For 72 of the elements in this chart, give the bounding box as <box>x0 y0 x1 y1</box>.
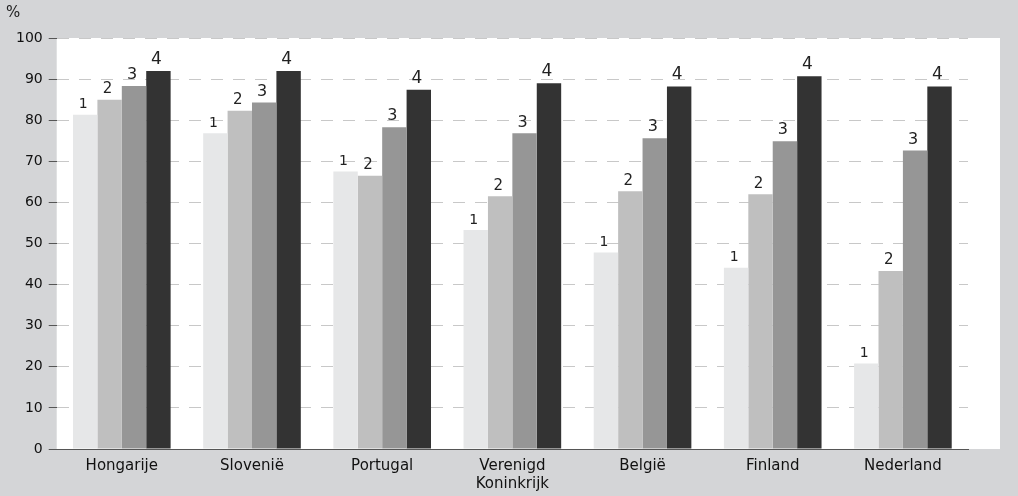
text: 4 <box>541 60 553 81</box>
y-tick-label: 0 <box>33 439 43 456</box>
text: 2 <box>233 90 243 109</box>
bar <box>797 76 822 449</box>
text: 1 <box>729 248 739 265</box>
x-tick-label: Nederland <box>864 455 942 474</box>
y-tick-label: 70 <box>24 151 43 168</box>
x-tick-label: Slovenië <box>220 455 284 474</box>
bar <box>854 363 879 449</box>
y-tick-label: 50 <box>24 234 43 251</box>
text: 3 <box>777 119 789 139</box>
bar <box>723 267 749 449</box>
text: 4 <box>801 53 813 74</box>
text: 4 <box>671 63 683 84</box>
bar <box>276 70 301 449</box>
text: 1 <box>859 344 869 361</box>
y-tick-label: 90 <box>24 69 43 86</box>
x-tick-label: Hongarije <box>85 455 159 474</box>
text: 1 <box>599 233 609 250</box>
bar <box>227 110 252 449</box>
text: 4 <box>281 47 293 68</box>
bar <box>463 229 488 449</box>
bar <box>772 141 798 449</box>
text: 2 <box>753 173 764 192</box>
category-label: Verenigd <box>479 455 546 474</box>
text: 2 <box>102 79 113 98</box>
text: 2 <box>493 175 503 194</box>
x-tick-label: Finland <box>745 455 800 474</box>
bar <box>73 114 98 449</box>
y-tick-label: 10 <box>24 398 43 415</box>
bar <box>252 102 277 449</box>
series-label: 4 <box>151 47 162 68</box>
text: 3 <box>126 64 138 84</box>
text: 1 <box>78 95 88 112</box>
y-tick-label: 40 <box>24 275 43 292</box>
bar <box>593 252 619 449</box>
x-tick-label: België <box>619 455 666 474</box>
bar <box>642 138 667 449</box>
bar <box>357 175 383 449</box>
bar <box>666 86 692 449</box>
bar <box>512 133 537 449</box>
bar <box>203 133 228 449</box>
bar <box>333 171 358 449</box>
series-label: 1 <box>208 113 218 130</box>
category-label: Koninkrijk <box>475 473 550 492</box>
bar <box>927 86 952 449</box>
text: 2 <box>623 170 634 189</box>
text: 2 <box>883 250 894 269</box>
text: 4 <box>411 66 423 87</box>
series-label: 3 <box>517 111 528 131</box>
bar <box>536 83 562 449</box>
text: 1 <box>339 152 349 169</box>
bar <box>146 70 171 449</box>
y-tick-label: 100 <box>15 28 43 45</box>
text: 3 <box>387 105 398 125</box>
y-axis-title: % <box>6 3 21 22</box>
y-tick-label: 20 <box>24 357 43 374</box>
bar <box>382 127 407 449</box>
series-label: 2 <box>363 155 373 174</box>
y-tick-label: 60 <box>24 193 43 210</box>
bar <box>121 86 147 449</box>
x-tick-label: Portugal <box>351 455 414 474</box>
bar <box>902 150 928 449</box>
text: 3 <box>257 80 268 100</box>
bar <box>97 99 122 449</box>
y-tick-label: 80 <box>24 110 43 127</box>
text: 3 <box>908 128 919 148</box>
bar <box>406 89 431 449</box>
text: 3 <box>647 116 658 136</box>
y-tick-label: 30 <box>24 316 43 333</box>
text: 4 <box>932 63 943 84</box>
text: 1 <box>469 210 479 227</box>
